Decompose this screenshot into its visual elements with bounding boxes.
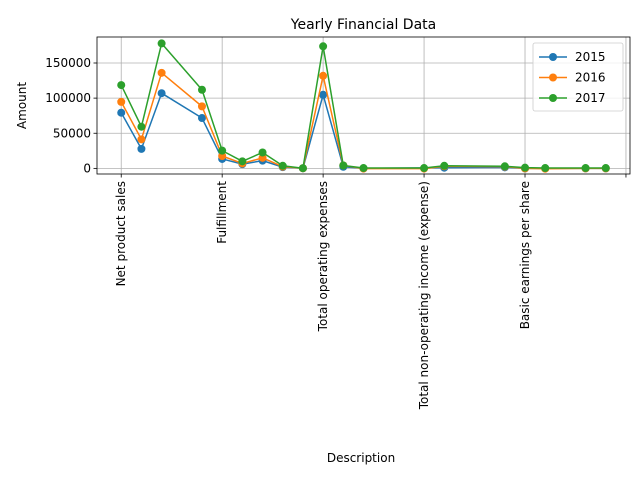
data-point xyxy=(319,71,328,80)
series-group xyxy=(117,39,610,173)
data-point xyxy=(197,114,206,123)
x-tick-label: Total non-operating income (expense) xyxy=(417,181,431,410)
data-point xyxy=(117,81,126,90)
data-point xyxy=(238,157,247,166)
series-2017 xyxy=(117,39,610,173)
data-point xyxy=(440,161,449,170)
data-point xyxy=(521,163,530,172)
data-point xyxy=(339,161,348,170)
data-point xyxy=(319,90,328,99)
data-point xyxy=(500,162,509,171)
data-point xyxy=(420,164,429,173)
data-point xyxy=(319,42,328,51)
legend-marker xyxy=(549,94,557,102)
y-tick-label: 0 xyxy=(83,161,91,175)
axes: 0 50000 100000 150000 Net product sales Fulfi… xyxy=(45,56,627,410)
data-point xyxy=(278,161,287,170)
legend-items: 2015 2016 2017 xyxy=(539,50,606,105)
data-point xyxy=(157,39,166,48)
y-axis-label: Amount xyxy=(15,82,29,129)
y-tick-label: 100000 xyxy=(45,91,91,105)
data-point xyxy=(541,164,550,173)
legend-label: 2016 xyxy=(575,71,606,85)
data-point xyxy=(359,164,368,173)
legend: 2015 2016 2017 xyxy=(532,42,624,112)
data-point xyxy=(137,144,146,153)
data-point xyxy=(137,135,146,144)
y-tick-label: 150000 xyxy=(45,56,91,70)
x-tick-label: Total operating expenses xyxy=(316,181,330,332)
data-point xyxy=(218,146,227,155)
chart-title: Yearly Financial Data xyxy=(290,17,436,33)
x-tick-label: Net product sales xyxy=(114,181,128,286)
data-point xyxy=(197,85,206,94)
data-point xyxy=(197,102,206,111)
data-point xyxy=(117,108,126,117)
data-point xyxy=(298,164,307,173)
data-point xyxy=(157,68,166,77)
plot-frame xyxy=(96,36,631,175)
legend-label: 2017 xyxy=(575,91,606,105)
legend-marker xyxy=(549,73,557,82)
data-point xyxy=(157,89,166,98)
data-point xyxy=(117,97,126,106)
legend-label: 2015 xyxy=(575,50,606,64)
x-axis-label: Description xyxy=(327,451,395,465)
data-point xyxy=(601,164,610,173)
data-point xyxy=(258,148,267,157)
data-point xyxy=(581,164,590,173)
legend-marker xyxy=(549,53,557,61)
y-tick-label: 50000 xyxy=(53,126,91,140)
data-point xyxy=(137,122,146,131)
x-tick-label: Fulfillment xyxy=(215,181,229,244)
x-tick-label: Basic earnings per share xyxy=(518,181,532,329)
